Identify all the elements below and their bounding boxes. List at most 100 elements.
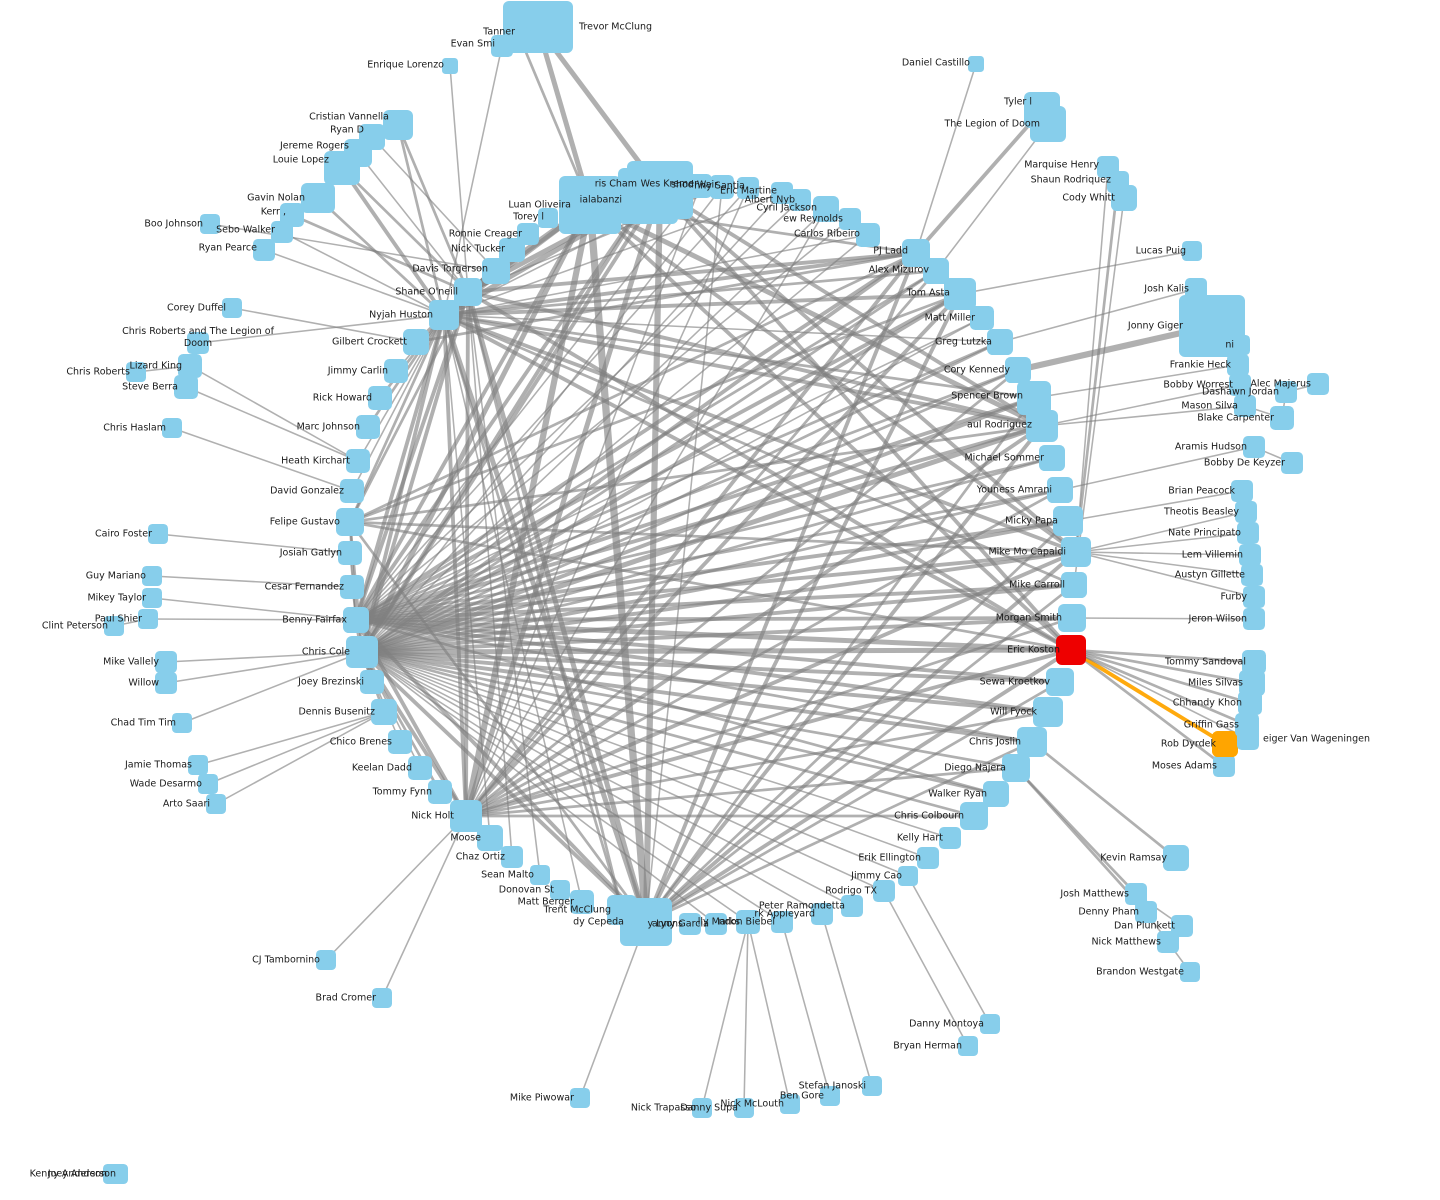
- graph-node-gavin-nolan[interactable]: [301, 183, 335, 213]
- graph-node-daniel-castillo[interactable]: [968, 56, 984, 72]
- graph-node-cj-tambornino[interactable]: [316, 950, 336, 970]
- graph-node-corey-duffel[interactable]: [222, 298, 242, 318]
- graph-node-dennis-busenitz[interactable]: [371, 699, 397, 725]
- graph-node-wes-kremer[interactable]: [688, 174, 712, 198]
- graph-node-tom-asta[interactable]: [944, 278, 976, 310]
- graph-node-brandon-biebel[interactable]: [771, 911, 793, 933]
- graph-node-lizard-king[interactable]: [178, 354, 202, 378]
- graph-node-luan-oliveira[interactable]: [559, 176, 621, 234]
- graph-node-boo-johnson[interactable]: [200, 214, 220, 234]
- graph-node-nick-matthews[interactable]: [1157, 931, 1179, 953]
- graph-node-chhandy-khon[interactable]: [1238, 691, 1262, 715]
- graph-node-steve-berra[interactable]: [174, 375, 198, 399]
- graph-node-chris-colbourn[interactable]: [960, 802, 988, 830]
- graph-node-jimmy-cao[interactable]: [898, 866, 918, 886]
- graph-node-peter-ramondetta[interactable]: [841, 895, 863, 917]
- graph-node-walker-ryan[interactable]: [983, 781, 1009, 807]
- graph-node-willow[interactable]: [155, 672, 177, 694]
- graph-node-danny-garcia[interactable]: [705, 913, 727, 935]
- graph-node-spencer-brown[interactable]: [1017, 381, 1051, 415]
- graph-node-griffin-gass[interactable]: [1235, 713, 1259, 737]
- graph-node-ben-gore[interactable]: [820, 1086, 840, 1106]
- graph-node-matt-berger[interactable]: [570, 890, 594, 914]
- graph-node-danny-supa[interactable]: [734, 1098, 754, 1118]
- graph-node-donovan-st[interactable]: [550, 880, 570, 900]
- graph-node-nyjah-huston[interactable]: [429, 300, 459, 330]
- graph-node-cairo-foster[interactable]: [148, 524, 168, 544]
- graph-node-mikey-taylor[interactable]: [142, 588, 162, 608]
- graph-node-chris-haslam[interactable]: [162, 418, 182, 438]
- graph-node-matt-miller[interactable]: [970, 306, 994, 330]
- graph-node-wade-desarmo[interactable]: [198, 774, 218, 794]
- graph-node-brandon-westgate[interactable]: [1180, 962, 1200, 982]
- graph-node-david-gonzalez[interactable]: [340, 479, 364, 503]
- graph-node-marc-johnson[interactable]: [356, 415, 380, 439]
- graph-node-cristian-vannella[interactable]: [383, 110, 413, 140]
- graph-node-jeron-wilson[interactable]: [1243, 608, 1265, 630]
- graph-node-danny-montoya[interactable]: [980, 1014, 1000, 1034]
- graph-node-miles-silvas[interactable]: [1239, 670, 1265, 696]
- graph-node-carlos-ribeiro[interactable]: [856, 223, 880, 247]
- graph-node-guy-mariano[interactable]: [142, 566, 162, 586]
- graph-node-aramis-hudson[interactable]: [1243, 436, 1265, 458]
- graph-node-shane-oneill[interactable]: [454, 278, 482, 306]
- graph-node-josiah-gatlyn[interactable]: [338, 541, 362, 565]
- graph-node-rob-dyrdek[interactable]: [1212, 731, 1238, 757]
- graph-node-eric-koston[interactable]: [1056, 635, 1086, 665]
- graph-node-manny-santiago[interactable]: [737, 177, 759, 199]
- graph-node-cory-kennedy[interactable]: [1005, 357, 1031, 383]
- graph-node-joey-anderson[interactable]: [108, 1164, 128, 1184]
- graph-node-billy-marks[interactable]: [736, 910, 760, 934]
- graph-node-erik-ellington[interactable]: [917, 847, 939, 869]
- graph-node-sebo-walker[interactable]: [271, 221, 293, 243]
- graph-node-michael-sommer[interactable]: [1039, 445, 1065, 471]
- graph-node-bryan-herman[interactable]: [958, 1036, 978, 1056]
- graph-node-the-legion-of-doom[interactable]: [1030, 106, 1066, 142]
- graph-node-tommy-sandoval[interactable]: [1242, 650, 1266, 674]
- graph-node-albert-nyberg[interactable]: [789, 189, 811, 211]
- graph-node-gilbert-crockett[interactable]: [403, 329, 429, 355]
- graph-node-joey-brezinski[interactable]: [360, 670, 384, 694]
- graph-node-greg-lutzka[interactable]: [987, 329, 1013, 355]
- graph-node-rick-howard[interactable]: [368, 386, 392, 410]
- graph-node-josh-matthews[interactable]: [1125, 883, 1147, 905]
- graph-node-stefan-janoski[interactable]: [862, 1076, 882, 1096]
- graph-node-rodrigo-tx[interactable]: [873, 880, 895, 902]
- graph-node-chris-joslin[interactable]: [1017, 727, 1047, 757]
- graph-node-denny-pham[interactable]: [1135, 901, 1157, 923]
- graph-node-evan-smith[interactable]: [491, 35, 513, 57]
- graph-node-drew-reynolds[interactable]: [839, 208, 861, 230]
- graph-node-chico-brenes[interactable]: [388, 730, 412, 754]
- graph-node-chaz-ortiz[interactable]: [501, 846, 523, 868]
- graph-node-cyril-jackson[interactable]: [813, 196, 839, 222]
- graph-node-furby[interactable]: [1243, 586, 1265, 608]
- graph-node-alex-mizurov[interactable]: [923, 258, 949, 284]
- graph-node-alec-majerus[interactable]: [1307, 373, 1329, 395]
- graph-node-nate-principato[interactable]: [1237, 522, 1259, 544]
- graph-node-bobby-de-keyzer[interactable]: [1281, 452, 1303, 474]
- graph-node-chris-cole[interactable]: [346, 636, 378, 668]
- graph-node-moses-adams[interactable]: [1213, 755, 1235, 777]
- graph-node-felipe-gustavo[interactable]: [336, 508, 364, 536]
- graph-node-ty-lyons[interactable]: [679, 913, 701, 935]
- graph-node-nick-mclouth[interactable]: [780, 1094, 800, 1114]
- graph-node-mark-appleyard[interactable]: [811, 903, 833, 925]
- graph-node-austyn-gillette[interactable]: [1241, 564, 1263, 586]
- graph-node-jonny-giger[interactable]: [1179, 295, 1245, 357]
- graph-node-brad-cromer[interactable]: [372, 988, 392, 1008]
- graph-node-clint-peterson[interactable]: [104, 616, 124, 636]
- graph-node-heath-kirchart[interactable]: [346, 449, 370, 473]
- graph-node-arto-saari[interactable]: [206, 794, 226, 814]
- graph-node-ryan-pearce[interactable]: [253, 239, 275, 261]
- graph-node-paul-rodriguez[interactable]: [1026, 410, 1058, 442]
- graph-node-nick-tucker[interactable]: [499, 238, 525, 262]
- graph-node-blake-carpenter[interactable]: [1270, 406, 1294, 430]
- graph-node-will-fyock[interactable]: [1033, 697, 1063, 727]
- graph-node-mike-vallely[interactable]: [155, 651, 177, 673]
- graph-node-mike-carroll[interactable]: [1061, 572, 1087, 598]
- graph-node-cesar-fernandez[interactable]: [340, 575, 364, 599]
- graph-node-lem-villemin[interactable]: [1239, 544, 1261, 566]
- graph-node-diego-najera[interactable]: [1002, 754, 1030, 782]
- graph-node-eric-martinez[interactable]: [771, 182, 793, 204]
- graph-node-youness-amrani[interactable]: [1047, 477, 1073, 503]
